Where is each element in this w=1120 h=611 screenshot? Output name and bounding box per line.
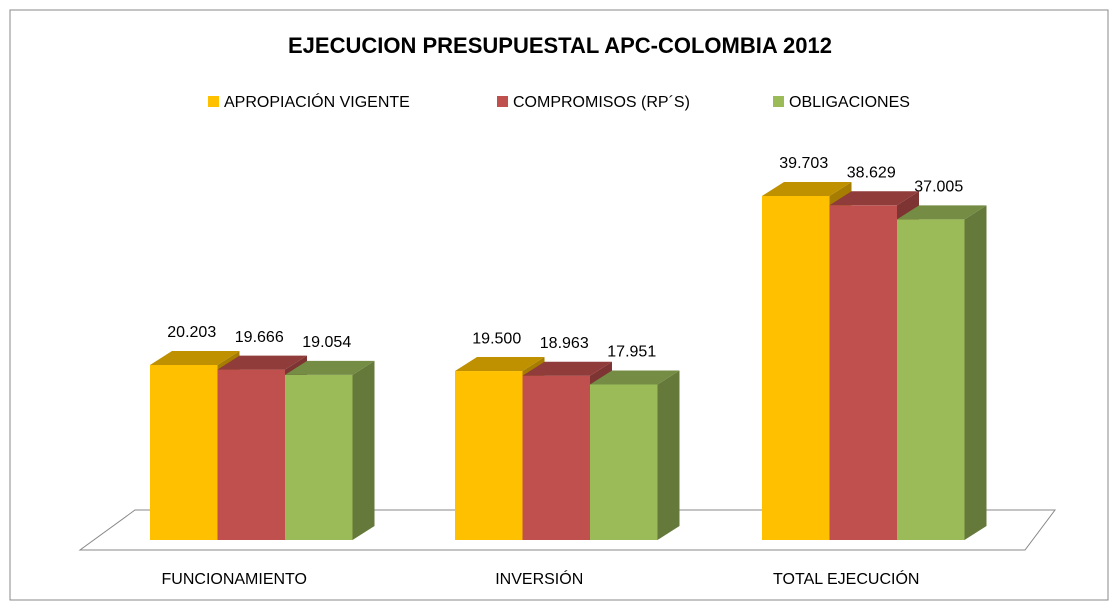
legend-label: APROPIACIÓN VIGENTE [224, 92, 410, 111]
data-label: 19.054 [302, 334, 351, 351]
bar [762, 196, 830, 540]
bar-top [897, 205, 987, 220]
data-label: 19.500 [472, 330, 521, 347]
data-label: 20.203 [167, 324, 216, 341]
data-label: 18.963 [540, 335, 589, 352]
data-label: 38.629 [847, 165, 896, 182]
bar [522, 375, 590, 540]
bar [217, 369, 285, 540]
data-label: 19.666 [235, 329, 284, 346]
legend-swatch [208, 96, 219, 107]
bar-top [455, 357, 545, 372]
x-tick-label: TOTAL EJECUCIÓN [773, 569, 919, 588]
legend-label: COMPROMISOS (RP´S) [513, 94, 690, 111]
bar-top [829, 191, 919, 206]
bar-side [352, 360, 375, 540]
bar-top [590, 370, 680, 385]
bar-top [762, 182, 852, 196]
bar-top [217, 355, 307, 370]
bar-side [657, 370, 680, 540]
x-tick-label: FUNCIONAMIENTO [162, 571, 307, 588]
bar-top [522, 361, 612, 376]
chart-title: EJECUCION PRESUPUESTAL APC-COLOMBIA 2012 [288, 33, 832, 58]
bar [455, 371, 523, 540]
bar [285, 374, 353, 540]
bar [897, 219, 965, 540]
bar-top [285, 360, 375, 375]
legend-swatch [773, 96, 784, 107]
data-label: 39.703 [779, 155, 828, 172]
bar-side [964, 205, 987, 540]
bar-top [150, 350, 240, 365]
x-tick-label: INVERSIÓN [495, 569, 583, 588]
legend-swatch [497, 96, 508, 107]
bar [150, 364, 218, 540]
data-label: 37.005 [914, 179, 963, 196]
legend-label: OBLIGACIONES [789, 94, 910, 111]
data-label: 17.951 [607, 344, 656, 361]
bar [829, 205, 897, 541]
bar [590, 384, 658, 540]
